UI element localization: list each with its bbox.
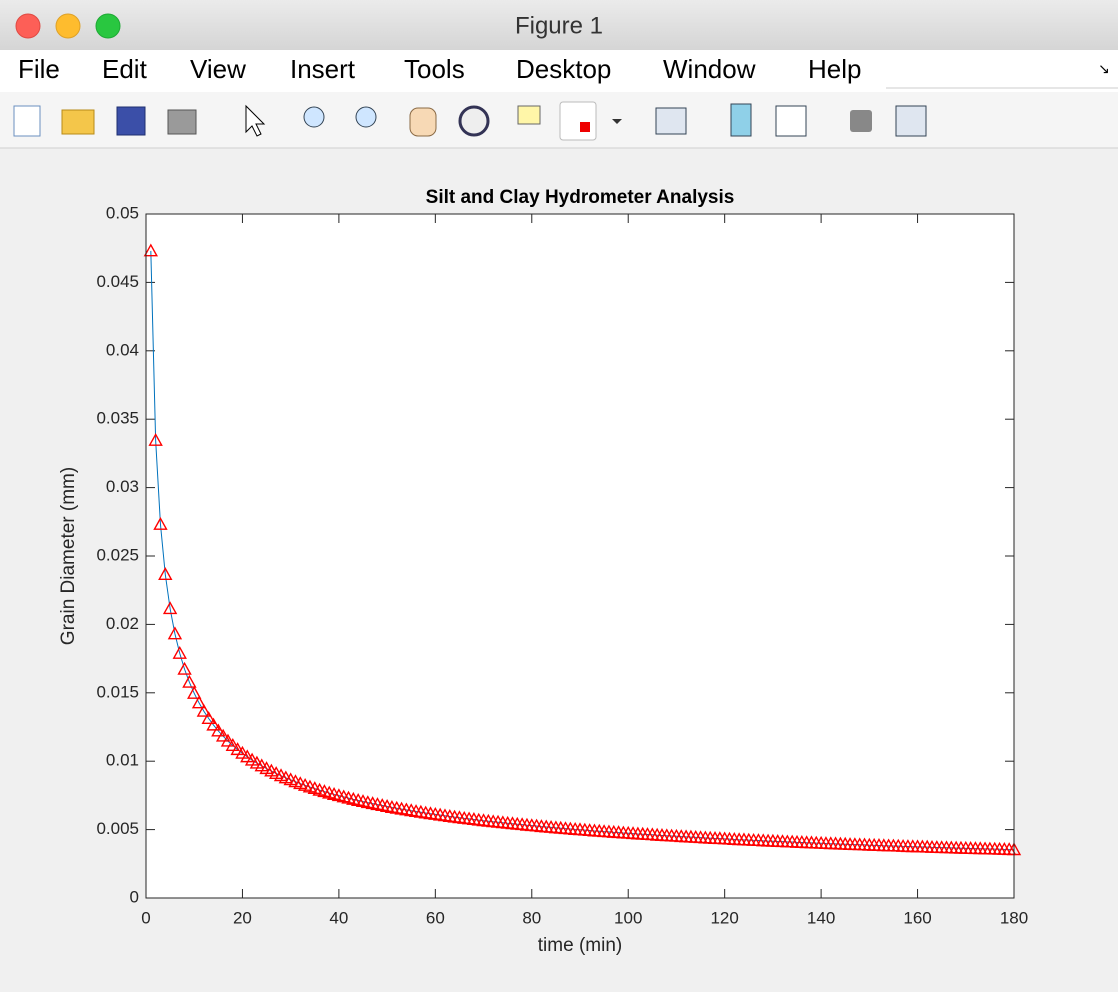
x-tick-label: 140 (807, 908, 835, 927)
data-marker (172, 645, 187, 659)
y-tick-label: 0.02 (106, 614, 139, 633)
data-marker (220, 733, 236, 747)
data-marker (153, 516, 168, 530)
menu: File Edit View Insert Tools Desktop Window Help (18, 54, 861, 84)
data-marker (162, 601, 178, 615)
data-marker (167, 626, 183, 640)
window-title: Figure 1 (515, 12, 603, 39)
y-axis-label: Grain Diameter (mm) (58, 467, 79, 645)
data-marker (158, 567, 173, 580)
new-icon[interactable] (13, 105, 41, 137)
dock-icon[interactable] (895, 105, 927, 137)
y-tick-label: 0.035 (96, 409, 139, 428)
data-marker (143, 243, 159, 257)
data-marker (191, 695, 207, 709)
x-tick-label: 100 (614, 908, 642, 927)
menu-item[interactable]: Help (808, 54, 861, 84)
data-marker (215, 728, 231, 742)
y-tick-label: 0.03 (106, 477, 139, 496)
menu-item[interactable]: File (18, 54, 60, 84)
x-tick-label: 40 (329, 908, 348, 927)
data-marker (187, 685, 202, 699)
colorbar-icon[interactable] (730, 103, 752, 137)
x-tick-label: 160 (903, 908, 931, 927)
open-icon[interactable] (61, 109, 95, 135)
hide-tools-icon[interactable] (850, 110, 872, 132)
data-marker (230, 742, 245, 756)
menu-item[interactable]: Window (663, 54, 756, 84)
data-marker (148, 432, 163, 446)
close-button[interactable] (15, 13, 41, 39)
axes-box (145, 213, 1015, 899)
y-tick-label: 0.01 (106, 751, 139, 770)
pointer-icon[interactable] (245, 104, 266, 137)
menu-item[interactable]: Insert (290, 54, 356, 84)
menu-item[interactable]: Edit (102, 54, 148, 84)
toolbar-icons (13, 101, 927, 141)
menu-item[interactable]: Tools (404, 54, 465, 84)
x-tick-label: 180 (1000, 908, 1028, 927)
x-tick-label: 120 (710, 908, 738, 927)
save-icon[interactable] (116, 106, 146, 136)
menu-item[interactable]: View (190, 54, 246, 84)
x-tick-label: 80 (522, 908, 541, 927)
x-tick-label: 60 (426, 908, 445, 927)
y-tick-label: 0 (130, 887, 139, 906)
brush-dropdown[interactable] (612, 119, 622, 124)
zoom-out-icon[interactable] (355, 106, 377, 128)
menu-item[interactable]: Desktop (516, 54, 611, 84)
menu-overflow[interactable]: ↘ (1098, 61, 1110, 77)
data-marker (196, 703, 212, 717)
title-bar (0, 0, 1118, 50)
rotate-icon[interactable] (458, 105, 490, 137)
brush-icon[interactable] (559, 101, 597, 141)
zoom-button[interactable] (95, 13, 121, 39)
zoom-in-icon[interactable] (303, 106, 325, 128)
data-marker (182, 674, 197, 688)
print-icon[interactable] (167, 109, 197, 135)
y-tick-label: 0.015 (96, 682, 139, 701)
x-axis-label: time (min) (538, 935, 622, 956)
y-tick-label: 0.05 (106, 203, 139, 222)
chart-title: Silt and Clay Hydrometer Analysis (426, 187, 735, 208)
data-marker (177, 661, 192, 675)
data-marker (206, 717, 221, 731)
datatip-icon[interactable] (517, 105, 541, 125)
y-tick-label: 0.005 (96, 819, 139, 838)
data-marker (201, 711, 216, 725)
y-tick-label: 0.04 (106, 340, 139, 359)
menu-bar (0, 50, 1118, 92)
y-tick-label: 0.025 (96, 545, 139, 564)
link-icon[interactable] (655, 107, 687, 135)
pan-icon[interactable] (409, 107, 437, 137)
minimize-button[interactable] (55, 13, 81, 39)
plot: 0 0.005 0.01 0.015 0.02 0.025 0.03 0.035 0.04 0.0… (96, 203, 1028, 927)
axes-background (146, 214, 1014, 898)
x-tick-label: 0 (141, 908, 150, 927)
legend-icon[interactable] (775, 105, 807, 137)
data-marker (225, 738, 240, 751)
y-tick-label: 0.045 (96, 272, 139, 291)
brush-color (580, 122, 590, 132)
data-marker (211, 723, 226, 737)
x-tick-label: 20 (233, 908, 252, 927)
